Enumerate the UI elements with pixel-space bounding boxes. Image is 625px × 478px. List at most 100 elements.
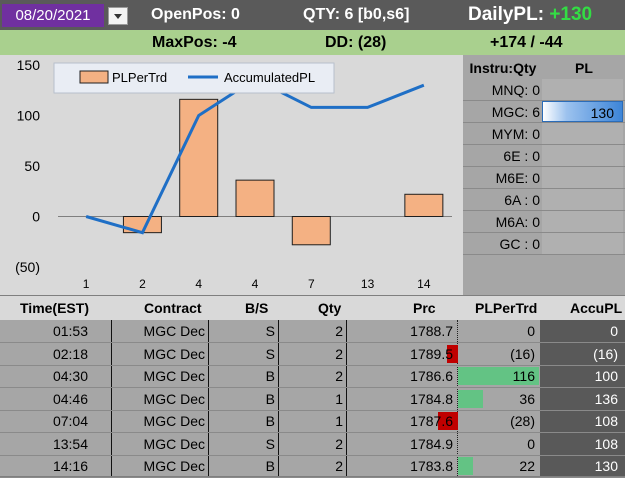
instrument-qty: 6E : 0	[463, 145, 540, 167]
cell-contract: MGC Dec	[144, 433, 205, 455]
instrument-row: GC : 0	[463, 233, 625, 255]
dailypl-label: DailyPL: +130	[468, 0, 592, 30]
summary-bar: MaxPos: -4 DD: (28) +174 / -44	[0, 30, 625, 55]
instrument-row: 6A : 0	[463, 189, 625, 211]
instrument-pl-cell	[542, 189, 623, 210]
cell-time: 02:18	[53, 343, 88, 365]
cell-bs: B	[266, 365, 275, 387]
cell-time: 07:04	[53, 410, 88, 432]
trades-table-header: Time(EST) Contract B/S Qty Prc PLPerTrd …	[0, 296, 625, 320]
instrument-qty: M6A: 0	[463, 211, 540, 233]
cell-bs: B	[266, 388, 275, 410]
cell-bs: B	[266, 455, 275, 477]
instrument-pl-cell	[542, 233, 623, 254]
date-cell[interactable]: 08/20/2021	[2, 4, 104, 27]
instrument-row: MYM: 0	[463, 123, 625, 145]
instrument-row: MGC: 6 130	[463, 101, 625, 123]
pl-header: PL	[543, 57, 625, 79]
table-row[interactable]: 02:18 MGC Dec S 2 1789.5 (16) (16)	[0, 343, 625, 366]
cell-qty: 2	[335, 343, 343, 365]
x-tick-label: 14	[417, 277, 431, 291]
col-bs: B/S	[245, 296, 268, 320]
col-qty: Qty	[318, 296, 341, 320]
col-accupl: AccuPL	[570, 296, 622, 320]
cell-time: 13:54	[53, 433, 88, 455]
y-tick-label: 0	[32, 209, 40, 225]
qty-label: QTY: 6 [b0,s6]	[303, 0, 409, 30]
cell-plpertrd: 116	[513, 365, 535, 387]
col-prc: Prc	[413, 296, 436, 320]
instrument-row: MNQ: 0	[463, 79, 625, 101]
instrument-pl-cell	[542, 167, 623, 188]
x-tick-label: 4	[195, 277, 202, 291]
cell-prc: 1789.5	[410, 343, 453, 365]
instrument-row: M6A: 0	[463, 211, 625, 233]
cell-prc: 1784.9	[410, 433, 453, 455]
date-dropdown-button[interactable]	[108, 7, 128, 25]
col-time: Time(EST)	[20, 296, 89, 320]
cell-qty: 2	[335, 320, 343, 342]
legend-label-accumulatedpl: AccumulatedPL	[224, 70, 315, 85]
cell-bs: B	[266, 410, 275, 432]
legend-swatch-plpertrd	[80, 71, 108, 83]
instrument-pl-cell: 130	[542, 101, 623, 122]
instrument-qty: 6A : 0	[463, 189, 540, 211]
cell-accupl: 108	[595, 433, 618, 455]
cell-bs: S	[266, 343, 275, 365]
cell-accupl: 130	[595, 455, 618, 477]
col-plpertrd: PLPerTrd	[475, 296, 537, 320]
instrument-pl-cell	[542, 145, 623, 166]
y-tick-label: 50	[24, 158, 40, 174]
cell-accupl: (16)	[593, 343, 618, 365]
col-contract: Contract	[144, 296, 202, 320]
cell-prc: 1784.8	[410, 388, 453, 410]
y-tick-label: (50)	[15, 259, 40, 275]
bar-plpertrd	[292, 217, 330, 245]
instrument-qty: MGC: 6	[463, 101, 540, 123]
cell-accupl: 0	[610, 320, 618, 342]
cell-plpertrd: (16)	[510, 343, 535, 365]
instrument-pl-value: 130	[591, 102, 614, 124]
top-bar: 08/20/2021 OpenPos: 0 QTY: 6 [b0,s6] Dai…	[0, 0, 625, 30]
dailypl-caption: DailyPL:	[468, 4, 544, 25]
cell-prc: 1783.8	[410, 455, 453, 477]
pl-data-bar	[458, 390, 483, 408]
cell-contract: MGC Dec	[144, 320, 205, 342]
cell-plpertrd: 0	[527, 320, 535, 342]
y-tick-label: 150	[17, 57, 41, 73]
cell-time: 04:30	[53, 365, 88, 387]
instrument-pl-cell	[542, 211, 623, 232]
instrument-qty: MNQ: 0	[463, 79, 540, 101]
cell-plpertrd: 22	[519, 455, 535, 477]
y-tick-label: 100	[17, 108, 41, 124]
legend-label-plpertrd: PLPerTrd	[112, 70, 167, 85]
dailypl-value: +130	[549, 4, 592, 25]
openpos-label: OpenPos: 0	[151, 0, 240, 30]
cell-time: 01:53	[53, 320, 88, 342]
instrument-row: M6E: 0	[463, 167, 625, 189]
cell-contract: MGC Dec	[144, 365, 205, 387]
maxpos-label: MaxPos: -4	[152, 30, 236, 55]
x-tick-label: 4	[252, 277, 259, 291]
cell-qty: 1	[335, 388, 343, 410]
cell-accupl: 100	[595, 365, 618, 387]
instrument-qty: M6E: 0	[463, 167, 540, 189]
pl-data-bar	[458, 457, 473, 475]
cell-contract: MGC Dec	[144, 410, 205, 432]
chevron-down-icon	[114, 14, 122, 19]
x-tick-label: 2	[139, 277, 146, 291]
cell-contract: MGC Dec	[144, 388, 205, 410]
range-label: +174 / -44	[490, 30, 563, 55]
cell-contract: MGC Dec	[144, 343, 205, 365]
x-tick-label: 1	[83, 277, 90, 291]
